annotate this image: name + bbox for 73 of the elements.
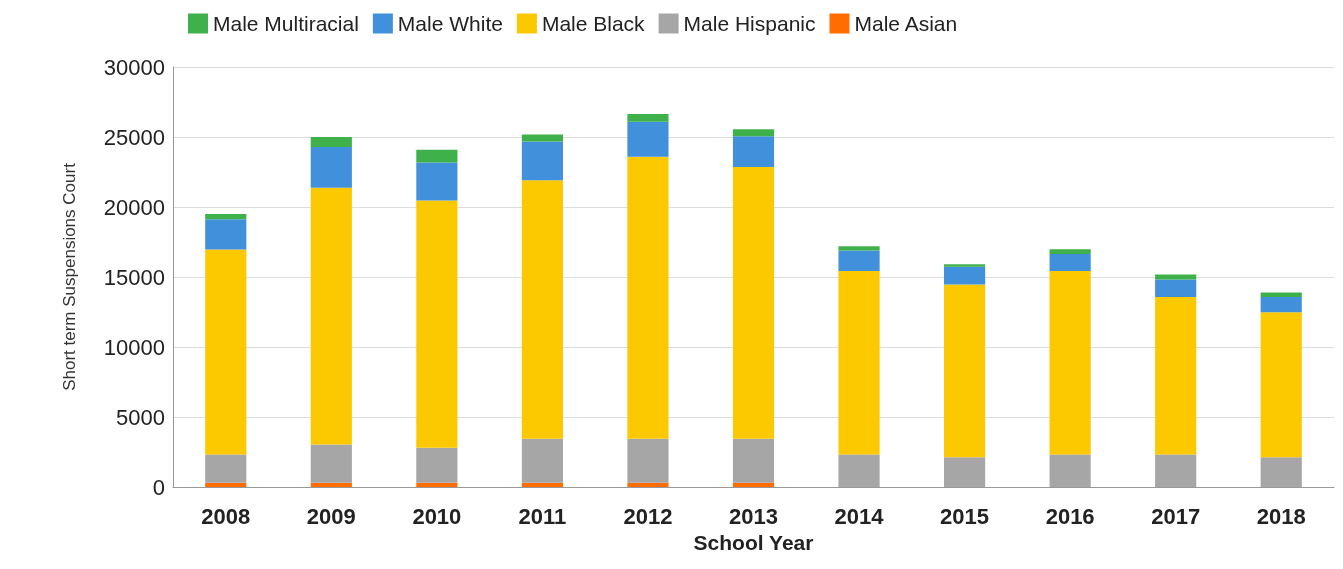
x-tick-label: 2008 [201, 503, 251, 529]
bar [732, 136, 775, 168]
bar [416, 149, 458, 163]
x-tick-label: 2015 [940, 503, 990, 529]
y-tick-label: 0 [152, 474, 165, 500]
bar [732, 167, 775, 439]
bar [205, 214, 247, 220]
bar [627, 121, 669, 157]
bar [732, 438, 775, 483]
bar [521, 141, 563, 181]
bar [627, 438, 669, 483]
x-tick-label: 2009 [306, 503, 356, 529]
bar [205, 482, 247, 487]
legend-label: Male Multiracial [213, 12, 359, 35]
bar [1155, 454, 1197, 487]
legend-label: Male Hispanic [683, 12, 816, 35]
bar [627, 482, 669, 487]
bar [627, 113, 669, 122]
bar [838, 454, 880, 487]
x-tick-label: 2017 [1151, 503, 1201, 529]
bar [416, 200, 458, 448]
y-tick-label: 25000 [103, 124, 165, 150]
bar [1260, 297, 1302, 313]
bar [521, 134, 563, 142]
x-tick-label: 2010 [412, 503, 462, 529]
bar [944, 264, 986, 267]
bar [416, 162, 458, 201]
y-tick-label: 10000 [103, 334, 165, 360]
bar [416, 482, 458, 487]
y-tick-label: 15000 [103, 264, 165, 290]
bar [205, 249, 247, 455]
x-tick-label: 2012 [623, 503, 673, 529]
bar [1260, 312, 1302, 458]
bar [521, 438, 563, 483]
bar [944, 457, 986, 487]
y-tick-label: 5000 [116, 404, 165, 430]
bar [205, 219, 247, 250]
legend-label: Male Asian [854, 12, 958, 35]
bar [205, 454, 247, 483]
bar [944, 284, 986, 458]
bar [310, 444, 352, 483]
y-tick-label: 20000 [103, 194, 165, 220]
bar [838, 246, 880, 251]
legend-label: Male White [397, 12, 503, 35]
bar [521, 180, 563, 439]
bar [521, 482, 563, 487]
bar [310, 187, 352, 445]
bar [944, 266, 986, 285]
y-tick-label: 30000 [103, 54, 165, 80]
bar [1049, 271, 1091, 455]
x-tick-label: 2013 [729, 503, 778, 529]
bar [838, 250, 880, 272]
bar [310, 482, 352, 487]
x-tick-label: 2016 [1045, 503, 1095, 529]
x-tick-label: 2018 [1256, 503, 1306, 529]
bar [310, 137, 352, 147]
bar [732, 482, 775, 487]
bar [838, 271, 880, 455]
bar [1155, 297, 1197, 455]
bar [1049, 249, 1091, 254]
bar [732, 129, 775, 137]
x-axis-title: School Year [693, 531, 814, 554]
y-axis-title: Short term Suspensions Court [60, 162, 79, 391]
bar [627, 156, 669, 439]
legend-label: Male Black [541, 12, 646, 35]
bar [1049, 253, 1091, 272]
bar [1049, 454, 1091, 487]
bar [310, 146, 352, 188]
bar [1155, 279, 1197, 298]
bar [1260, 457, 1302, 487]
bar [416, 447, 458, 483]
x-tick-label: 2011 [518, 503, 567, 529]
x-tick-label: 2014 [834, 503, 885, 529]
